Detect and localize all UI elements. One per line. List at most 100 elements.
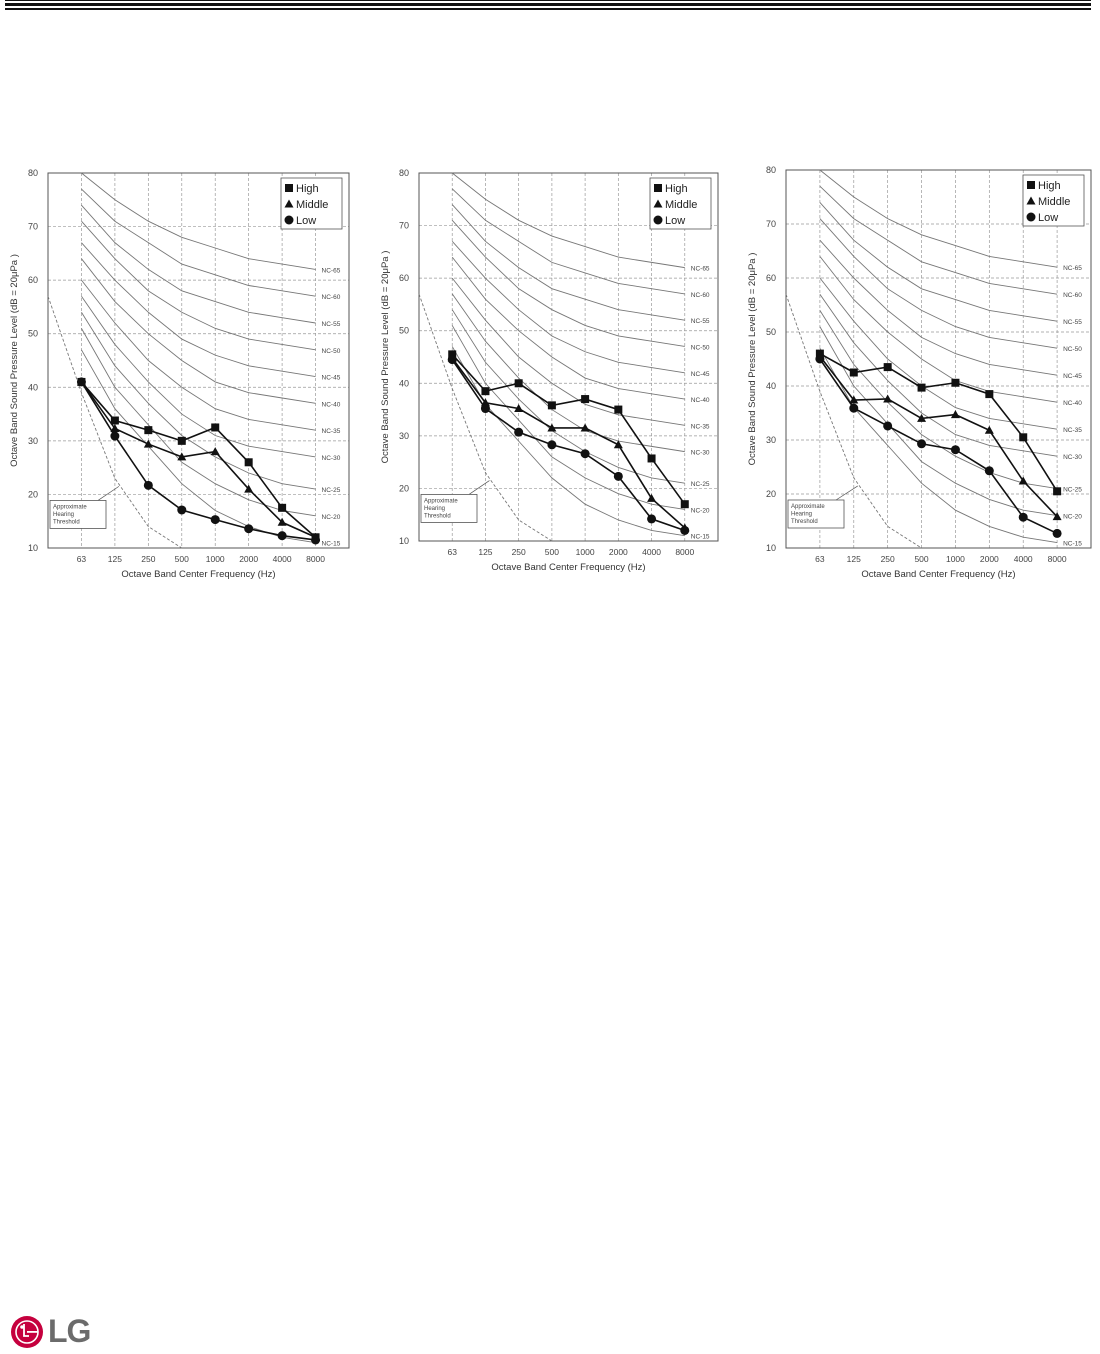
nc-curve — [451, 204, 685, 321]
data-point-low — [514, 427, 524, 437]
data-point-low — [547, 440, 557, 450]
x-tick-label: 500 — [545, 547, 559, 557]
nc-curve — [819, 310, 1058, 490]
nc-curve-label: NC-50 — [1063, 346, 1082, 353]
x-tick-label: 8000 — [1048, 554, 1067, 564]
x-tick-label: 125 — [478, 547, 492, 557]
data-point-middle — [647, 493, 657, 502]
nc-curve-label: NC-40 — [322, 401, 341, 408]
nc-curve-label: NC-50 — [322, 348, 341, 355]
data-point-low — [1052, 528, 1062, 538]
y-axis-label: Octave Band Sound Pressure Level (dB = 2… — [747, 253, 758, 466]
data-point-middle — [1018, 476, 1028, 485]
data-point-middle — [580, 423, 590, 432]
data-point-high — [614, 405, 623, 414]
nc-curve — [819, 277, 1058, 430]
data-point-middle — [244, 484, 254, 493]
y-axis-label: Octave Band Sound Pressure Level (dB = 2… — [380, 251, 391, 464]
series-line-middle — [80, 381, 316, 539]
data-point-low — [480, 404, 490, 414]
data-point-middle — [143, 439, 153, 448]
data-point-middle — [950, 410, 960, 419]
nc-curve-label: NC-65 — [322, 267, 341, 274]
nc-curve-label: NC-30 — [1063, 454, 1082, 461]
legend-marker-middle — [1026, 196, 1036, 205]
y-tick-label: 40 — [399, 378, 409, 388]
data-point-low — [580, 449, 590, 459]
y-tick-label: 80 — [399, 168, 409, 178]
x-tick-label: 4000 — [642, 547, 661, 557]
nc-curve-label: NC-25 — [1063, 487, 1082, 494]
lg-face-icon — [11, 1315, 43, 1348]
threshold-label-text: Threshold — [791, 519, 818, 525]
nc-curve — [819, 256, 1058, 403]
nc-curve — [819, 218, 1058, 349]
nc-curve-label: NC-60 — [322, 294, 341, 301]
legend-marker-middle — [653, 199, 663, 208]
data-point-low — [177, 505, 187, 515]
nc-curve — [451, 256, 685, 400]
threshold-label-text: Hearing — [53, 512, 74, 518]
y-tick-label: 60 — [766, 273, 776, 283]
data-point-low — [76, 377, 86, 387]
nc-curve — [81, 312, 316, 490]
data-point-high — [985, 390, 994, 399]
data-point-high — [951, 378, 960, 387]
nc-curve — [819, 293, 1058, 457]
legend-marker-low — [1026, 212, 1036, 222]
data-point-high — [481, 387, 490, 396]
threshold-label-text: Approximate — [53, 504, 87, 510]
data-point-middle — [917, 413, 927, 422]
y-tick-label: 70 — [399, 221, 409, 231]
threshold-label-text: Hearing — [791, 512, 812, 518]
nc-curve-label: NC-35 — [322, 428, 341, 435]
data-point-high — [110, 416, 119, 425]
plot-frame — [785, 169, 1092, 549]
x-tick-label: 250 — [141, 554, 155, 564]
legend-marker-middle — [284, 199, 294, 208]
nc-curve-label: NC-45 — [322, 375, 341, 382]
nc-curve — [451, 241, 685, 374]
hearing-threshold-curve — [47, 296, 183, 549]
data-point-high — [514, 379, 523, 388]
y-axis-label: Octave Band Sound Pressure Level (dB = 2… — [9, 254, 20, 467]
y-tick-label: 20 — [28, 489, 38, 499]
data-point-high — [1053, 487, 1062, 496]
series-line-low — [819, 358, 1058, 535]
lg-wordmark: LG — [48, 1313, 91, 1349]
data-point-low — [311, 535, 321, 545]
header-rule-middle — [5, 3, 1091, 6]
data-point-low — [143, 480, 153, 490]
plot-frame — [418, 172, 719, 542]
y-tick-label: 60 — [399, 273, 409, 283]
y-tick-label: 10 — [28, 543, 38, 553]
data-point-low — [244, 524, 254, 534]
legend-marker-high — [285, 184, 293, 192]
data-point-middle — [514, 404, 524, 413]
data-point-middle — [613, 440, 623, 449]
data-point-middle — [110, 424, 120, 433]
legend-label-low: Low — [296, 215, 316, 227]
nc-curve-label: NC-45 — [691, 371, 710, 378]
data-point-middle — [883, 394, 893, 403]
series-line-middle — [819, 355, 1058, 518]
header-rule-thick — [5, 8, 1091, 10]
data-point-high — [647, 454, 656, 463]
threshold-label-text: Threshold — [53, 519, 80, 525]
nc-curve-label: NC-35 — [691, 423, 710, 430]
nc-curve-label: NC-25 — [691, 481, 710, 488]
nc-curve-label: NC-35 — [1063, 427, 1082, 434]
y-tick-label: 30 — [28, 436, 38, 446]
nc-curve-label: NC-25 — [322, 487, 341, 494]
series-line-low — [80, 381, 316, 541]
data-point-middle — [177, 452, 187, 461]
x-tick-label: 125 — [108, 554, 122, 564]
legend-label-high: High — [296, 183, 319, 195]
x-tick-label: 63 — [815, 554, 825, 564]
data-point-low — [277, 531, 287, 541]
threshold-label-text: Approximate — [424, 498, 458, 504]
nc-curve — [81, 204, 316, 324]
nc-chart-1: 10 20 30 40 50 60 70 80 63 125 250 500 1000 2000 4000 8… — [0, 160, 360, 590]
legend-label-middle: Middle — [296, 199, 328, 211]
x-tick-label: 1000 — [946, 554, 965, 564]
